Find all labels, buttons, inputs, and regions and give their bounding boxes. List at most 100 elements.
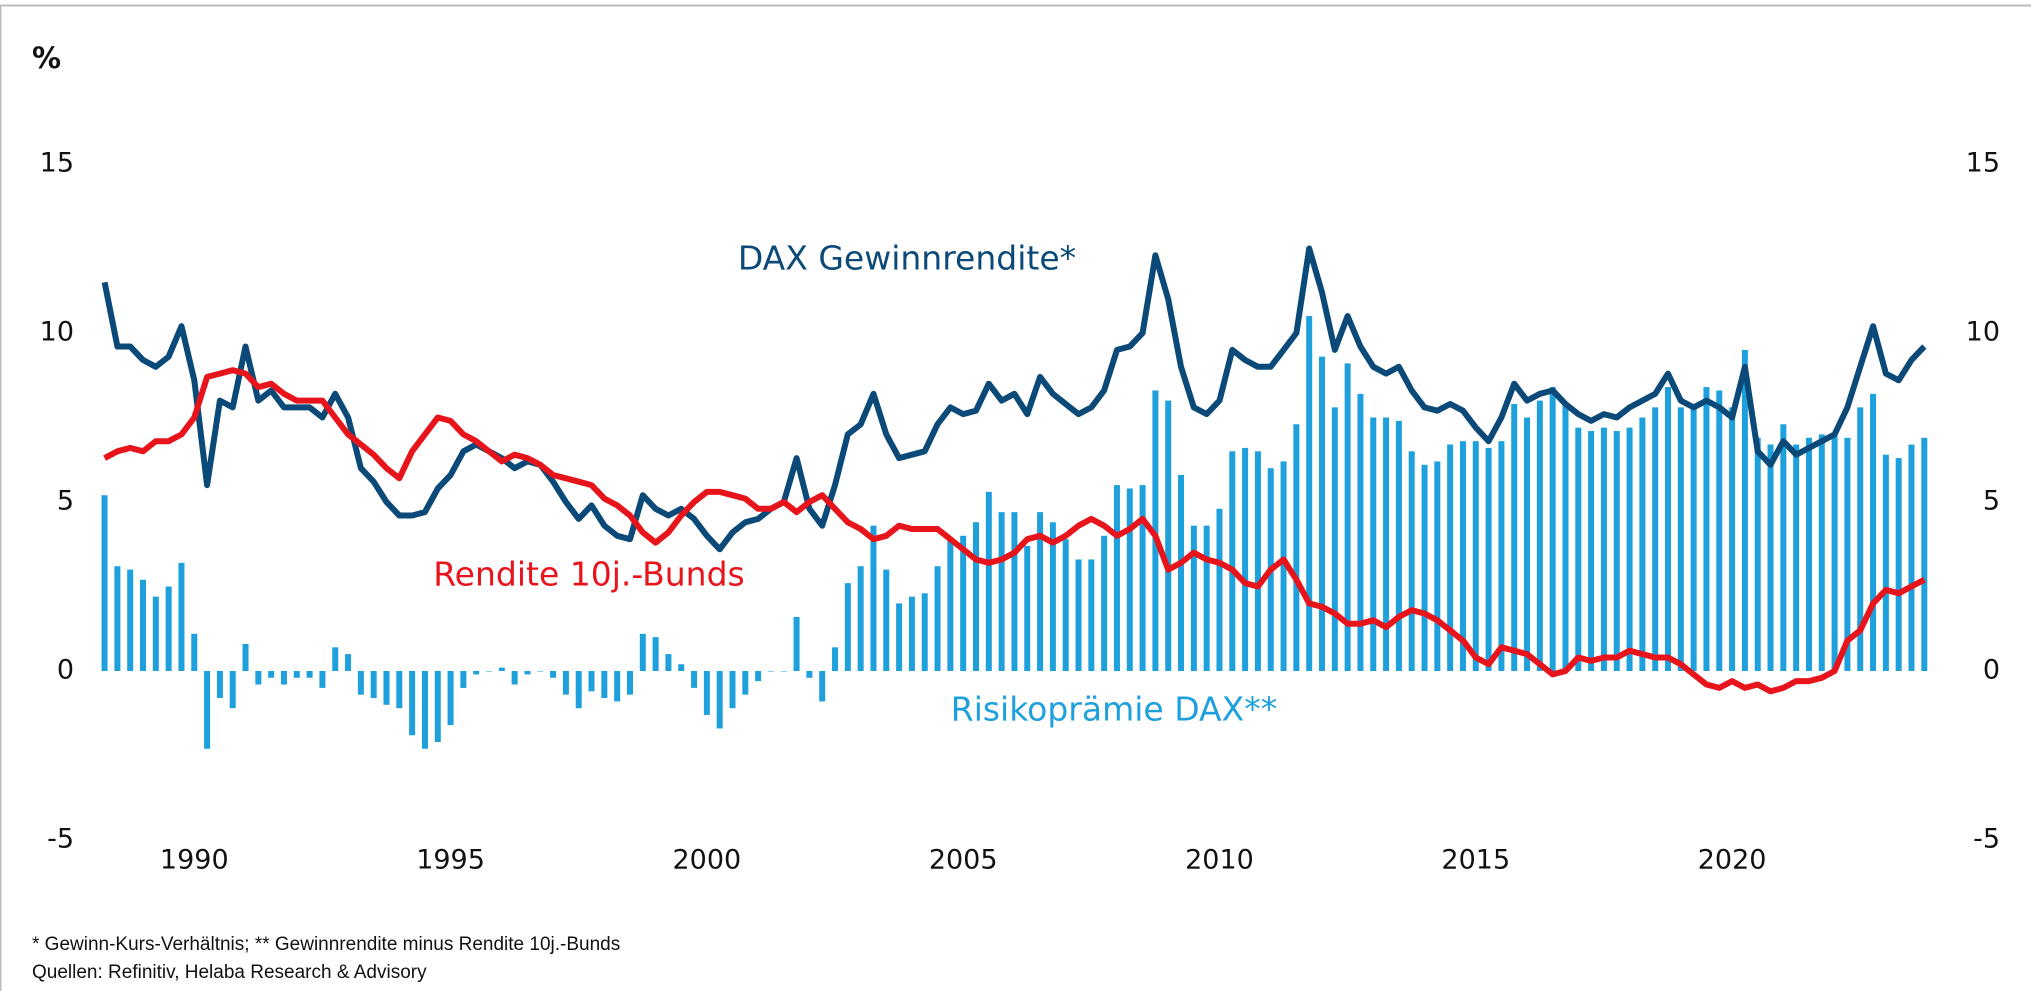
bar bbox=[511, 671, 518, 685]
bar bbox=[1729, 407, 1736, 671]
bar bbox=[575, 671, 582, 709]
bar bbox=[473, 671, 480, 675]
bar bbox=[793, 616, 800, 671]
bar bbox=[1447, 444, 1454, 671]
bar bbox=[1921, 437, 1928, 671]
bar bbox=[1037, 512, 1044, 671]
x-tick-label: 2010 bbox=[1185, 845, 1254, 876]
bar bbox=[1626, 427, 1633, 671]
bar bbox=[1434, 461, 1441, 671]
bar bbox=[1165, 400, 1172, 671]
bar bbox=[1703, 387, 1710, 671]
bar bbox=[1754, 437, 1761, 671]
bar bbox=[1511, 403, 1518, 671]
bar bbox=[498, 667, 505, 671]
bar bbox=[1857, 407, 1864, 671]
bar bbox=[1306, 316, 1313, 671]
bar bbox=[537, 671, 544, 672]
footnote: * Gewinn-Kurs-Verhältnis; ** Gewinnrendi… bbox=[32, 934, 620, 955]
bar bbox=[1319, 356, 1325, 671]
bar bbox=[716, 671, 723, 729]
bar bbox=[1870, 393, 1877, 671]
bar bbox=[293, 671, 300, 678]
bar bbox=[1344, 363, 1351, 671]
series-label: Rendite 10j.-Bunds bbox=[433, 555, 745, 594]
bar bbox=[1562, 403, 1569, 671]
bar bbox=[409, 671, 416, 736]
bar bbox=[832, 647, 839, 671]
y-tick-label: 5 bbox=[57, 486, 74, 517]
bar bbox=[729, 671, 736, 709]
bar bbox=[1613, 431, 1620, 671]
bar bbox=[524, 671, 531, 675]
bar bbox=[703, 671, 710, 715]
bar bbox=[178, 562, 185, 671]
bar bbox=[204, 671, 211, 749]
bar bbox=[1178, 474, 1185, 671]
bar bbox=[1741, 349, 1748, 671]
line bbox=[101, 245, 1927, 553]
bar bbox=[396, 671, 403, 709]
bar bbox=[332, 647, 339, 671]
series-label: Risikoprämie DAX** bbox=[951, 690, 1277, 729]
bar bbox=[870, 525, 877, 671]
bar bbox=[127, 569, 134, 671]
bar bbox=[1024, 545, 1031, 671]
bar bbox=[280, 671, 287, 685]
bar bbox=[1383, 417, 1390, 671]
bar bbox=[1652, 407, 1659, 671]
bar bbox=[691, 671, 698, 688]
bar bbox=[1485, 447, 1492, 671]
bar bbox=[947, 539, 954, 671]
bar bbox=[447, 671, 454, 726]
bar bbox=[972, 522, 979, 671]
bar bbox=[140, 579, 147, 671]
bar bbox=[1793, 444, 1800, 671]
bar bbox=[1665, 387, 1672, 671]
bar bbox=[229, 671, 236, 709]
bar bbox=[934, 566, 941, 671]
bar bbox=[780, 671, 787, 672]
bar bbox=[1370, 417, 1377, 671]
bar bbox=[588, 671, 595, 692]
bar bbox=[1536, 400, 1543, 671]
bar bbox=[896, 603, 903, 671]
bar bbox=[357, 671, 364, 695]
bar bbox=[1331, 407, 1338, 671]
bar bbox=[921, 593, 928, 671]
bar bbox=[1831, 434, 1838, 671]
bar bbox=[806, 671, 813, 678]
bar bbox=[460, 671, 467, 688]
bar bbox=[601, 671, 608, 699]
bar bbox=[255, 671, 262, 685]
line bbox=[103, 367, 1926, 695]
x-tick-label: 1990 bbox=[160, 845, 229, 876]
bar bbox=[742, 671, 749, 695]
bar bbox=[1254, 451, 1261, 671]
frame bbox=[0, 4, 2031, 991]
bar bbox=[1524, 417, 1531, 671]
bar bbox=[421, 671, 428, 749]
y2-tick-label: 5 bbox=[1983, 486, 2000, 517]
bar bbox=[652, 637, 659, 671]
bar bbox=[1203, 525, 1210, 671]
bar bbox=[562, 671, 569, 695]
bar bbox=[1805, 437, 1812, 671]
x-tick-label: 2020 bbox=[1698, 845, 1767, 876]
bar bbox=[370, 671, 377, 699]
x-tick-label: 2005 bbox=[929, 845, 998, 876]
bar bbox=[306, 671, 313, 678]
bar bbox=[319, 671, 326, 688]
y2-tick-label: -5 bbox=[1973, 824, 2000, 855]
bar bbox=[101, 495, 108, 671]
bar bbox=[1062, 539, 1069, 671]
bar bbox=[1101, 535, 1108, 671]
footnote: Quellen: Refinitiv, Helaba Research & Ad… bbox=[32, 962, 427, 983]
bar bbox=[1242, 447, 1249, 671]
bar bbox=[1882, 454, 1889, 671]
y2-tick-label: 0 bbox=[1983, 655, 2000, 686]
bar bbox=[998, 512, 1005, 671]
bar bbox=[1113, 485, 1120, 671]
bar bbox=[626, 671, 633, 695]
